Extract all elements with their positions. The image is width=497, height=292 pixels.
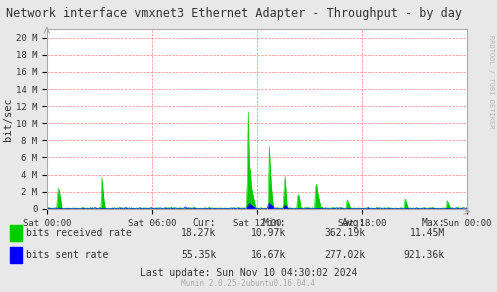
Text: Network interface vmxnet3 Ethernet Adapter - Throughput - by day: Network interface vmxnet3 Ethernet Adapt… xyxy=(5,7,462,20)
Text: 921.36k: 921.36k xyxy=(404,250,445,260)
Text: 362.19k: 362.19k xyxy=(324,228,365,238)
Text: bits received rate: bits received rate xyxy=(26,228,132,238)
Text: 55.35k: 55.35k xyxy=(181,250,216,260)
Y-axis label: bit/sec: bit/sec xyxy=(3,97,13,141)
Text: Last update: Sun Nov 10 04:30:02 2024: Last update: Sun Nov 10 04:30:02 2024 xyxy=(140,268,357,278)
Text: RRDTOOL / TOBI OETIKER: RRDTOOL / TOBI OETIKER xyxy=(488,35,494,128)
Text: 18.27k: 18.27k xyxy=(181,228,216,238)
Text: Avg:: Avg: xyxy=(342,218,365,227)
Text: bits sent rate: bits sent rate xyxy=(26,250,108,260)
Text: 11.45M: 11.45M xyxy=(410,228,445,238)
Text: Munin 2.0.25-2ubuntu0.16.04.4: Munin 2.0.25-2ubuntu0.16.04.4 xyxy=(181,279,316,288)
Text: Min:: Min: xyxy=(262,218,286,227)
Text: Cur:: Cur: xyxy=(193,218,216,227)
Text: 16.67k: 16.67k xyxy=(250,250,286,260)
Text: 10.97k: 10.97k xyxy=(250,228,286,238)
Text: 277.02k: 277.02k xyxy=(324,250,365,260)
Text: Max:: Max: xyxy=(421,218,445,227)
